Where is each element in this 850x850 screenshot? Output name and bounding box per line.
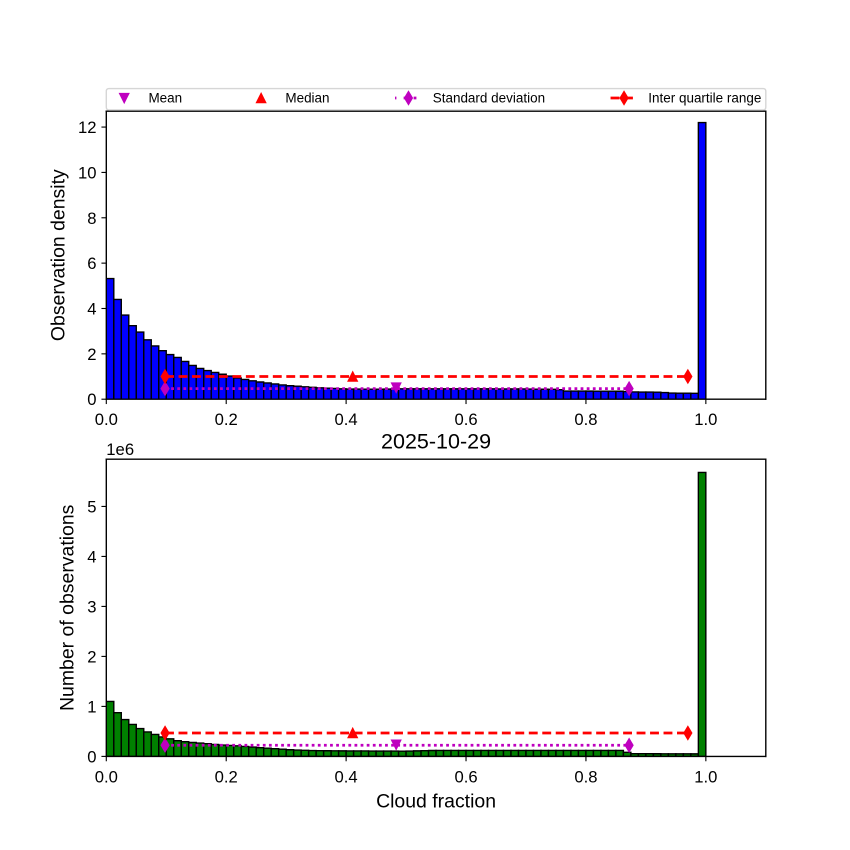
svg-text:Mean: Mean: [148, 91, 182, 106]
svg-text:Number of observations: Number of observations: [57, 504, 79, 711]
svg-text:1.0: 1.0: [694, 410, 717, 429]
svg-text:2: 2: [87, 345, 96, 364]
svg-text:0.2: 0.2: [215, 767, 238, 786]
svg-text:10: 10: [78, 163, 97, 182]
svg-text:0.8: 0.8: [574, 767, 597, 786]
svg-text:0.8: 0.8: [574, 410, 597, 429]
svg-text:Standard deviation: Standard deviation: [433, 91, 545, 106]
svg-text:12: 12: [78, 118, 97, 137]
svg-text:8: 8: [87, 209, 96, 228]
svg-text:0.4: 0.4: [335, 767, 358, 786]
svg-text:1e6: 1e6: [106, 440, 134, 459]
svg-text:0: 0: [87, 747, 96, 766]
svg-text:5: 5: [87, 497, 96, 516]
svg-text:4: 4: [87, 547, 96, 566]
svg-text:Inter quartile range: Inter quartile range: [648, 91, 761, 106]
svg-text:Median: Median: [285, 91, 329, 106]
svg-text:0.6: 0.6: [454, 410, 477, 429]
svg-text:Observation density: Observation density: [47, 169, 69, 341]
svg-text:1.0: 1.0: [694, 767, 717, 786]
svg-text:0.4: 0.4: [335, 410, 358, 429]
svg-text:2: 2: [87, 647, 96, 666]
svg-text:3: 3: [87, 597, 96, 616]
svg-text:0.0: 0.0: [95, 767, 118, 786]
svg-text:0.2: 0.2: [215, 410, 238, 429]
svg-text:0.6: 0.6: [454, 767, 477, 786]
svg-text:0.0: 0.0: [95, 410, 118, 429]
svg-text:1: 1: [87, 697, 96, 716]
svg-text:6: 6: [87, 254, 96, 273]
svg-text:2025-10-29: 2025-10-29: [381, 430, 491, 454]
svg-text:4: 4: [87, 300, 96, 319]
svg-text:Cloud fraction: Cloud fraction: [376, 791, 496, 813]
svg-text:0: 0: [87, 390, 96, 409]
